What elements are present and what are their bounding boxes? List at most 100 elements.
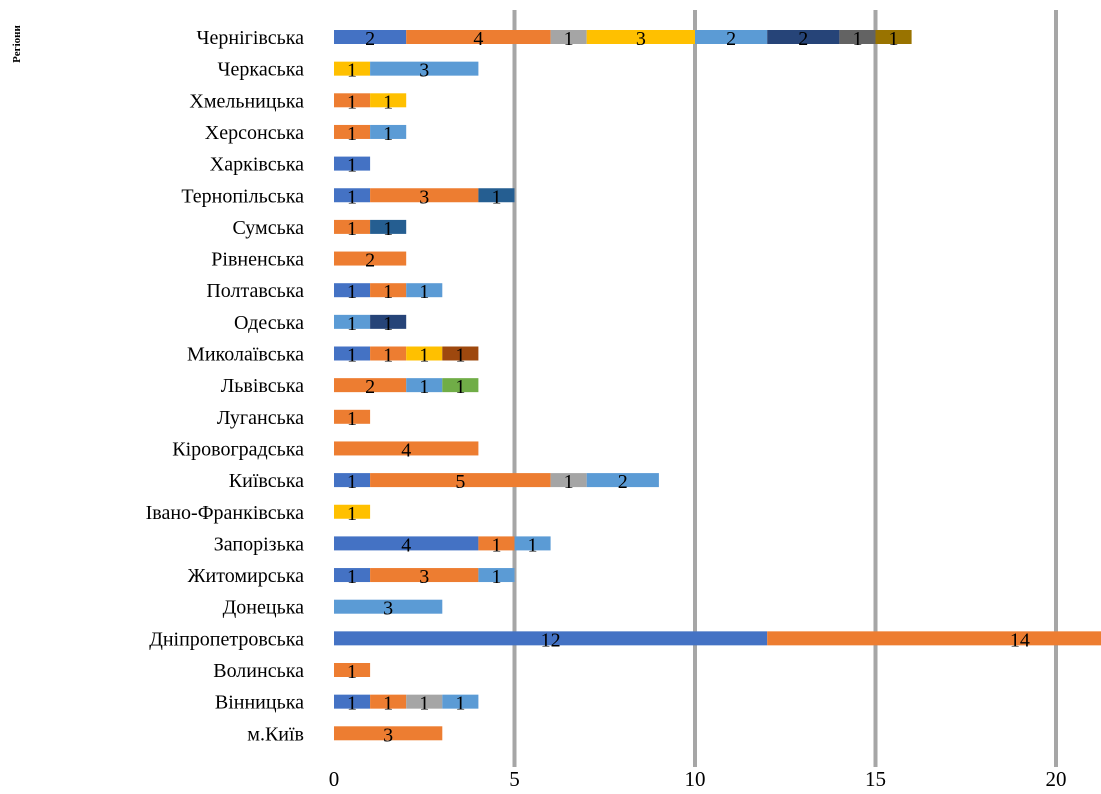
category-label: Луганська xyxy=(217,407,304,429)
category-label: Волинська xyxy=(213,660,304,682)
category-label: Чернігівська xyxy=(196,27,304,49)
bar-segment xyxy=(478,188,515,203)
data-label: 1 xyxy=(491,534,501,556)
data-label: 2 xyxy=(618,471,628,493)
bar-segment xyxy=(586,30,695,44)
bar-segment xyxy=(406,346,443,361)
data-label: 12 xyxy=(541,629,561,651)
bar-segment xyxy=(334,124,371,139)
category-label: Миколаївська xyxy=(187,344,304,366)
bar-segment xyxy=(334,156,371,171)
category-labels: м.Київ Вінницька Волинська Дніпропетровська… xyxy=(146,27,304,745)
data-label: 1 xyxy=(455,345,465,367)
bar-segment xyxy=(334,726,443,741)
data-label: 14 xyxy=(1010,629,1030,651)
bar-segment xyxy=(370,219,407,234)
bar-segment xyxy=(370,61,479,76)
data-label: 1 xyxy=(491,566,501,588)
bar-segment xyxy=(550,473,587,488)
bar-segment xyxy=(370,124,407,139)
y-axis-title: Регіони xyxy=(11,24,23,62)
category-label: Тернопільська xyxy=(181,185,304,207)
bar-segment xyxy=(875,30,912,44)
data-label: 2 xyxy=(365,376,375,398)
data-label: 1 xyxy=(852,28,862,50)
data-label: 1 xyxy=(564,28,574,50)
data-label: 5 xyxy=(455,471,465,493)
data-label: 2 xyxy=(365,28,375,50)
data-label: 4 xyxy=(401,534,411,556)
bar-segment xyxy=(334,346,371,361)
gridlines xyxy=(512,10,1058,767)
bar-segment xyxy=(370,188,479,203)
x-tick-label: 15 xyxy=(865,767,886,791)
data-label: 1 xyxy=(383,123,393,145)
data-label: 4 xyxy=(473,28,483,50)
data-label: 1 xyxy=(347,281,357,303)
category-label: Харківська xyxy=(210,154,304,176)
data-label: 1 xyxy=(419,693,429,715)
bar-segment xyxy=(406,378,443,393)
bar-segment xyxy=(550,30,587,44)
bar-segment xyxy=(406,30,551,44)
category-label: Рівненська xyxy=(211,249,304,271)
bar-segment xyxy=(767,631,1101,646)
data-label: 2 xyxy=(798,28,808,50)
data-label: 1 xyxy=(347,408,357,430)
data-label: 2 xyxy=(365,250,375,272)
data-label: 3 xyxy=(419,186,429,208)
bar-segment xyxy=(767,30,840,44)
category-label: Донецька xyxy=(223,597,304,619)
bar-segment xyxy=(586,473,659,488)
category-label: Вінницька xyxy=(215,692,304,714)
data-label: 3 xyxy=(383,598,393,620)
category-label: Київська xyxy=(229,470,304,492)
category-label: Кіровоградська xyxy=(172,438,304,460)
x-tick-label: 0 xyxy=(329,767,340,791)
category-label: Хмельницька xyxy=(189,90,304,112)
data-label: 1 xyxy=(564,471,574,493)
data-label: 1 xyxy=(347,60,357,82)
category-label: Житомирська xyxy=(188,565,304,587)
data-label: 1 xyxy=(383,313,393,335)
data-label: 1 xyxy=(419,376,429,398)
data-label: 1 xyxy=(889,28,899,50)
data-label: 1 xyxy=(347,218,357,240)
data-label: 1 xyxy=(491,186,501,208)
bar-segment xyxy=(334,188,371,203)
bar-segment xyxy=(695,30,768,44)
bar-segment xyxy=(839,30,876,44)
data-label: 1 xyxy=(347,123,357,145)
data-label: 1 xyxy=(383,345,393,367)
bar-segment xyxy=(334,536,479,551)
x-tick-label: 10 xyxy=(685,767,706,791)
data-label: 1 xyxy=(347,503,357,525)
bar-segment xyxy=(370,346,407,361)
bar-segment xyxy=(334,251,407,266)
bar-segment xyxy=(442,346,479,361)
bar-segment xyxy=(442,378,479,393)
data-label: 4 xyxy=(401,439,411,461)
bar-segment xyxy=(406,694,443,709)
category-label: Сумська xyxy=(232,217,304,239)
data-label: 3 xyxy=(383,724,393,746)
bar-segment xyxy=(442,694,479,709)
category-label: Львівська xyxy=(221,375,304,397)
data-label: 2 xyxy=(726,28,736,50)
bar-segment xyxy=(334,314,371,329)
bar-segment xyxy=(478,568,515,583)
data-label: 1 xyxy=(419,345,429,367)
data-label: 1 xyxy=(455,376,465,398)
data-label: 1 xyxy=(528,534,538,556)
x-tick-label: 5 xyxy=(509,767,520,791)
bar-segment xyxy=(370,473,551,488)
bar-segment xyxy=(334,663,371,677)
category-label: Івано-Франківська xyxy=(146,502,304,524)
data-label: 1 xyxy=(347,186,357,208)
bar-segment xyxy=(514,536,551,551)
data-label: 1 xyxy=(383,281,393,303)
bar-segment xyxy=(334,631,768,646)
data-label: 1 xyxy=(347,155,357,177)
data-label: 3 xyxy=(419,566,429,588)
